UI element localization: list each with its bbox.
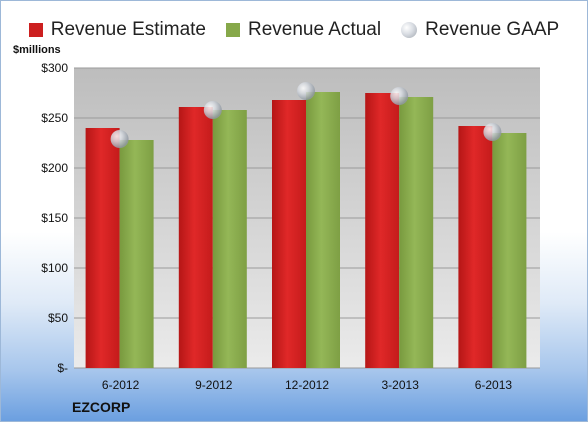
legend-item-actual: Revenue Actual <box>226 15 381 45</box>
marker-revenue-gaap <box>203 101 222 119</box>
y-tick-label: $50 <box>48 311 68 325</box>
legend-item-estimate: Revenue Estimate <box>28 15 206 45</box>
gaap-markers <box>110 82 502 148</box>
bar-revenue-actual <box>119 140 154 368</box>
bar-revenue-estimate <box>365 93 400 368</box>
legend-label-actual: Revenue Actual <box>248 19 382 40</box>
y-tick-label: $- <box>57 361 68 375</box>
marker-revenue-gaap <box>390 87 409 105</box>
marker-revenue-gaap <box>110 130 129 148</box>
x-tick-label: 12-2012 <box>285 378 329 392</box>
marker-revenue-gaap <box>297 82 315 100</box>
company-name: EZCORP <box>72 399 131 415</box>
x-axis-ticks: 6-2012 9-2012 12-2012 3-2013 6-2013 <box>102 378 512 392</box>
marker-revenue-gaap <box>483 123 502 141</box>
bar-revenue-actual <box>212 110 247 368</box>
bar-revenue-estimate <box>458 126 493 368</box>
bar-revenue-actual <box>492 133 527 368</box>
x-tick-label: 3-2013 <box>382 378 420 392</box>
y-axis-unit-label: $millions <box>13 44 61 56</box>
bar-revenue-estimate <box>85 128 120 368</box>
x-tick-label: 6-2013 <box>475 378 513 392</box>
legend-label-gaap: Revenue GAAP <box>425 19 560 40</box>
y-axis-ticks: $- $50 $100 $150 $200 $250 $300 <box>41 61 68 375</box>
bar-revenue-actual <box>399 97 434 368</box>
x-tick-label: 6-2012 <box>102 378 140 392</box>
legend-swatch-actual <box>226 23 240 37</box>
legend-item-gaap: Revenue GAAP <box>401 15 559 45</box>
x-tick-label: 9-2012 <box>195 378 233 392</box>
y-tick-label: $200 <box>41 161 68 175</box>
y-tick-label: $250 <box>41 111 68 125</box>
bar-revenue-estimate <box>178 107 213 368</box>
legend-swatch-estimate <box>28 23 43 37</box>
y-tick-label: $150 <box>41 211 68 225</box>
legend-label-estimate: Revenue Estimate <box>50 19 206 40</box>
bar-revenue-estimate <box>272 100 306 368</box>
bar-revenue-actual <box>306 92 340 368</box>
y-tick-label: $100 <box>41 261 68 275</box>
bars <box>85 92 527 368</box>
legend-swatch-gaap <box>401 22 418 38</box>
legend: Revenue Estimate Revenue Actual Revenue … <box>1 15 587 45</box>
y-tick-label: $300 <box>41 61 68 75</box>
